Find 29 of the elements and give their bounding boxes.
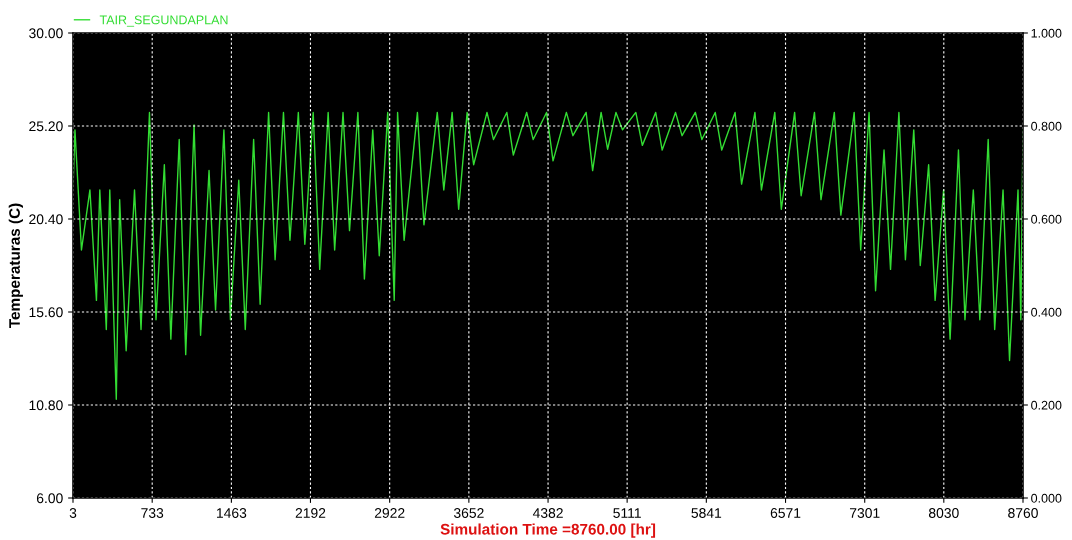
x-tick-label: 1463 xyxy=(217,508,247,518)
y-tick-label: 25.20 xyxy=(29,121,63,132)
y2-tick-label: 1.000 xyxy=(1031,28,1062,38)
y2-tick-label: 0.200 xyxy=(1031,400,1062,410)
x-tick-label: 8030 xyxy=(928,508,959,518)
y-axis-title: Temperaturas (C) xyxy=(8,203,23,329)
y2-tick-label: 0.800 xyxy=(1031,121,1062,131)
y-tick-label: 6.00 xyxy=(36,493,63,504)
x-tick-label: 3652 xyxy=(453,508,484,518)
x-tick-label: 5841 xyxy=(691,508,722,518)
y2-tick-label: 0.000 xyxy=(1031,493,1062,503)
y-tick-label: 10.80 xyxy=(29,400,63,411)
y-tick-label: 30.00 xyxy=(29,28,63,39)
x-axis-title: Simulation Time =8760.00 [hr] xyxy=(440,523,656,538)
y2-tick-label: 0.400 xyxy=(1031,307,1062,317)
x-tick-label: 6571 xyxy=(770,508,801,518)
x-tick-label: 3 xyxy=(69,508,77,518)
line-series xyxy=(73,111,1023,400)
text: TAIR_SEGUNDAPLAN xyxy=(99,15,228,27)
x-tick-label: 2922 xyxy=(374,508,405,518)
y-tick-label: 20.40 xyxy=(29,214,63,225)
y-tick-label: 15.60 xyxy=(29,307,63,318)
x-tick-label: 2192 xyxy=(295,508,326,518)
x-tick-label: 4382 xyxy=(532,508,563,518)
x-tick-label: 8760 xyxy=(1008,508,1038,518)
y2-tick-label: 0.600 xyxy=(1031,214,1062,224)
x-tick-label: 733 xyxy=(141,508,164,518)
x-tick-label: 5111 xyxy=(613,508,641,518)
x-tick-label: 7301 xyxy=(849,508,880,518)
